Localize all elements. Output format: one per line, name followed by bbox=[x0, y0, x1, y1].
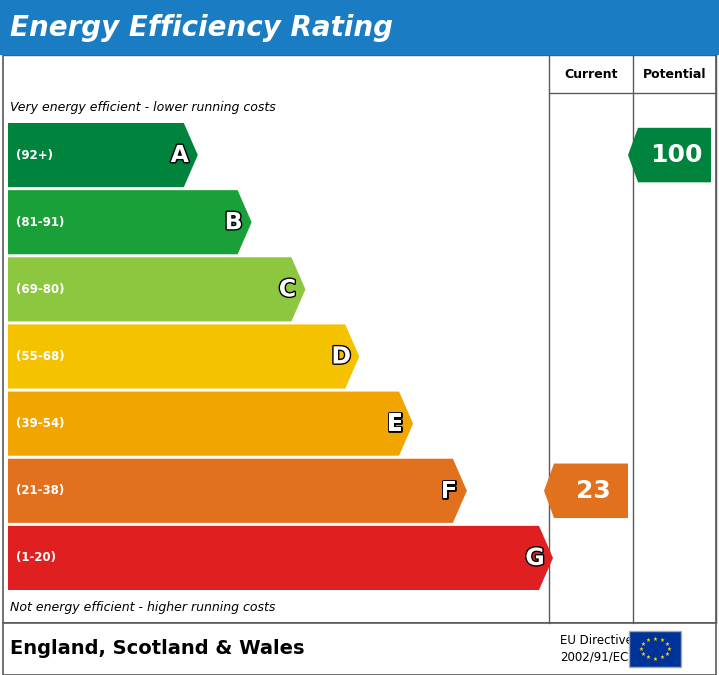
Text: 23: 23 bbox=[576, 479, 610, 503]
Polygon shape bbox=[8, 459, 467, 523]
Polygon shape bbox=[544, 464, 628, 518]
Text: C: C bbox=[279, 277, 296, 301]
Text: A: A bbox=[170, 143, 189, 167]
Text: England, Scotland & Wales: England, Scotland & Wales bbox=[10, 639, 305, 659]
Polygon shape bbox=[8, 325, 360, 389]
Text: (81-91): (81-91) bbox=[16, 216, 65, 229]
Polygon shape bbox=[8, 257, 306, 321]
Text: E: E bbox=[387, 412, 403, 435]
Text: 2002/91/EC: 2002/91/EC bbox=[560, 651, 628, 664]
Text: B: B bbox=[224, 210, 242, 234]
Text: (39-54): (39-54) bbox=[16, 417, 65, 430]
Polygon shape bbox=[8, 526, 553, 590]
Bar bbox=[3, 55, 716, 623]
Text: Energy Efficiency Rating: Energy Efficiency Rating bbox=[10, 14, 393, 41]
Text: ★: ★ bbox=[646, 638, 651, 643]
Polygon shape bbox=[8, 123, 198, 187]
Bar bbox=[3, 623, 716, 675]
Polygon shape bbox=[8, 392, 413, 456]
Bar bbox=[629, 631, 681, 667]
Text: ★: ★ bbox=[653, 637, 657, 641]
Text: Not energy efficient - higher running costs: Not energy efficient - higher running co… bbox=[10, 601, 275, 614]
Text: (69-80): (69-80) bbox=[16, 283, 65, 296]
Text: Potential: Potential bbox=[643, 68, 706, 80]
Text: (92+): (92+) bbox=[16, 148, 53, 161]
Text: D: D bbox=[331, 344, 351, 369]
Text: ★: ★ bbox=[659, 655, 664, 660]
Bar bbox=[0, 0, 719, 55]
Text: EU Directive: EU Directive bbox=[560, 634, 633, 647]
Text: ★: ★ bbox=[667, 647, 672, 651]
Text: (21-38): (21-38) bbox=[16, 484, 64, 497]
Polygon shape bbox=[628, 128, 711, 182]
Text: ★: ★ bbox=[659, 638, 664, 643]
Text: ★: ★ bbox=[664, 641, 669, 647]
Text: ★: ★ bbox=[638, 647, 644, 651]
Text: Very energy efficient - lower running costs: Very energy efficient - lower running co… bbox=[10, 101, 276, 115]
Text: ★: ★ bbox=[641, 641, 646, 647]
Polygon shape bbox=[8, 190, 252, 254]
Text: ★: ★ bbox=[641, 651, 646, 657]
Text: Current: Current bbox=[564, 68, 618, 80]
Text: (1-20): (1-20) bbox=[16, 551, 56, 564]
Text: (55-68): (55-68) bbox=[16, 350, 65, 363]
Text: ★: ★ bbox=[646, 655, 651, 660]
Text: ★: ★ bbox=[653, 657, 657, 662]
Text: ★: ★ bbox=[664, 651, 669, 657]
Text: 100: 100 bbox=[650, 143, 702, 167]
Text: F: F bbox=[441, 479, 457, 503]
Text: G: G bbox=[526, 546, 545, 570]
